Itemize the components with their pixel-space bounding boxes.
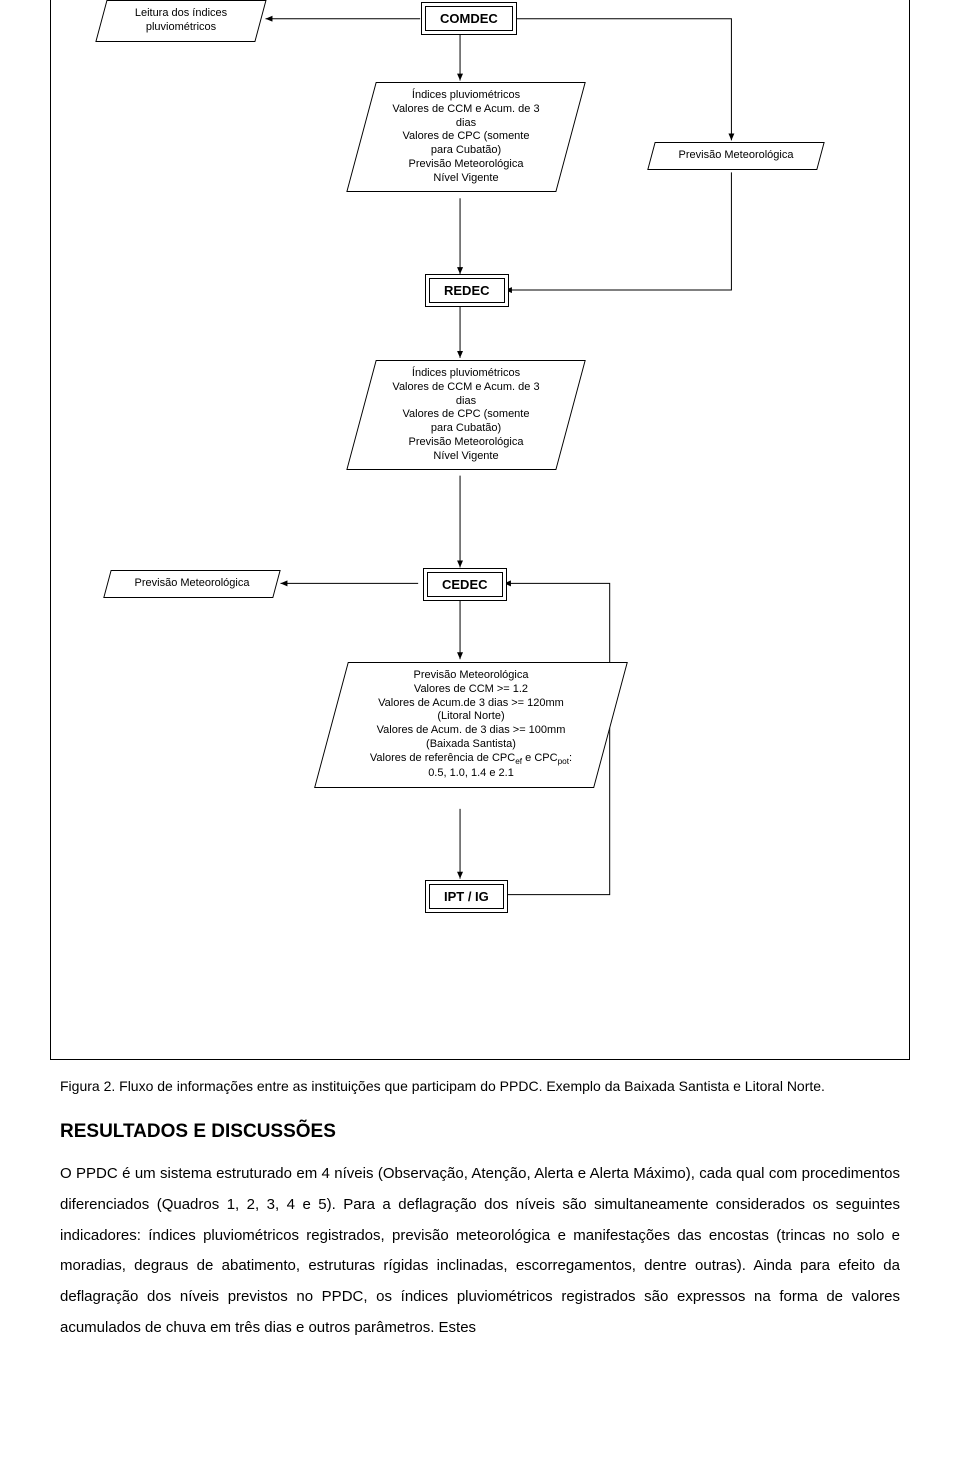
node-prev-left-text: Previsão Meteorológica — [118, 577, 266, 591]
node-indices1: Índices pluviométricos Valores de CCM e … — [346, 82, 586, 192]
text-line: Previsão Meteorológica — [135, 577, 250, 589]
node-detalhes-text: Previsão Meteorológica Valores de CCM >=… — [342, 669, 600, 781]
text-line: (Baixada Santista) — [426, 738, 516, 750]
caption-text: Fluxo de informações entre as instituiçõ… — [119, 1078, 825, 1094]
text-line: para Cubatão) — [431, 422, 501, 434]
text-line: Previsão Meteorológica — [679, 149, 794, 161]
node-leitura: Leitura dos índices pluviométricos — [95, 0, 266, 42]
node-detalhes: Previsão Meteorológica Valores de CCM >=… — [314, 662, 628, 788]
node-redec: REDEC — [425, 274, 509, 307]
node-label: REDEC — [429, 278, 505, 303]
node-indices2: Índices pluviométricos Valores de CCM e … — [346, 360, 586, 470]
flowchart-container: Leitura dos índices pluviométricos COMDE… — [50, 0, 910, 1060]
text-line: Previsão Meteorológica — [414, 669, 529, 681]
node-indices2-text: Índices pluviométricos Valores de CCM e … — [372, 367, 560, 463]
node-leitura-text: Leitura dos índices pluviométricos — [112, 7, 250, 35]
figure-caption: Figura 2. Fluxo de informações entre as … — [60, 1076, 900, 1097]
text-line: Valores de referência de CPCef e CPCpot: — [370, 752, 572, 764]
text-line: pluviométricos — [146, 21, 216, 33]
node-label: IPT / IG — [429, 884, 504, 909]
text-line: Índices pluviométricos — [412, 89, 520, 101]
text-line: Valores de CCM e Acum. de 3 — [392, 381, 539, 393]
text-line: Valores de Acum. de 3 dias >= 100mm — [377, 724, 566, 736]
node-prev-right-text: Previsão Meteorológica — [662, 149, 810, 163]
text-line: Valores de CCM e Acum. de 3 — [392, 103, 539, 115]
text-line: Valores de CCM >= 1.2 — [414, 683, 528, 695]
text-line: Nível Vigente — [433, 172, 498, 184]
body-paragraph: O PPDC é um sistema estruturado em 4 nív… — [60, 1159, 900, 1344]
text-line: dias — [456, 117, 476, 129]
node-ipt: IPT / IG — [425, 880, 508, 913]
caption-prefix: Figura 2. — [60, 1078, 119, 1094]
node-indices1-text: Índices pluviométricos Valores de CCM e … — [372, 89, 560, 185]
text-line: para Cubatão) — [431, 144, 501, 156]
text-line: Nível Vigente — [433, 450, 498, 462]
text-line: Valores de Acum.de 3 dias >= 120mm — [378, 697, 564, 709]
node-label: CEDEC — [427, 572, 503, 597]
text-line: Leitura dos índices — [135, 7, 227, 19]
node-label: COMDEC — [425, 6, 513, 31]
text-line: dias — [456, 395, 476, 407]
text-line: (Litoral Norte) — [437, 710, 504, 722]
node-prev-right: Previsão Meteorológica — [647, 142, 824, 170]
node-comdec: COMDEC — [421, 2, 517, 35]
text-line: Previsão Meteorológica — [409, 158, 524, 170]
text-line: Valores de CPC (somente — [403, 130, 530, 142]
page: Leitura dos índices pluviométricos COMDE… — [0, 0, 960, 1344]
text-line: 0.5, 1.0, 1.4 e 2.1 — [428, 767, 514, 779]
text-line: Valores de CPC (somente — [403, 408, 530, 420]
text-line: Previsão Meteorológica — [409, 436, 524, 448]
text-line: Índices pluviométricos — [412, 367, 520, 379]
node-prev-left: Previsão Meteorológica — [103, 570, 280, 598]
section-heading: RESULTADOS E DISCUSSÕES — [60, 1121, 900, 1143]
node-cedec: CEDEC — [423, 568, 507, 601]
